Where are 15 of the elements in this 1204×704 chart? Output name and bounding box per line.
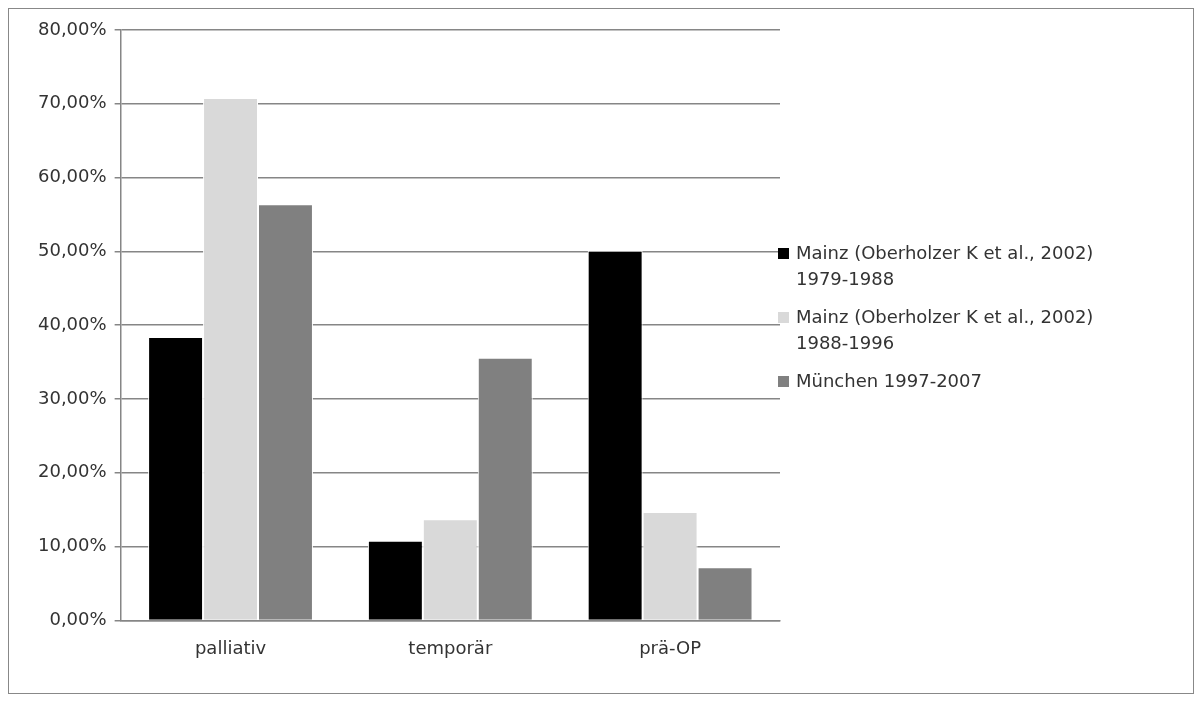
legend-label: München 1997-2007 <box>796 369 982 393</box>
y-tick-label: 30,00% <box>37 386 107 408</box>
y-tick-label: 0,00% <box>49 608 107 630</box>
y-tick-label: 70,00% <box>37 91 107 113</box>
y-tick-label: 40,00% <box>37 312 107 334</box>
legend-label: Mainz (Oberholzer K et al., 2002) 1979-1988 <box>796 241 1095 291</box>
y-tick-label: 50,00% <box>37 239 107 261</box>
y-tick-label: 10,00% <box>37 534 107 556</box>
y-tick-label: 80,00% <box>37 17 107 39</box>
y-tick-label: 20,00% <box>37 460 107 482</box>
x-tick-label: temporär <box>408 636 493 658</box>
y-tick-label: 60,00% <box>37 165 107 187</box>
legend-label: Mainz (Oberholzer K et al., 2002) 1988-1996 <box>796 305 1095 355</box>
x-tick-label: palliativ <box>194 636 267 658</box>
x-tick-label: prä-OP <box>639 636 702 658</box>
